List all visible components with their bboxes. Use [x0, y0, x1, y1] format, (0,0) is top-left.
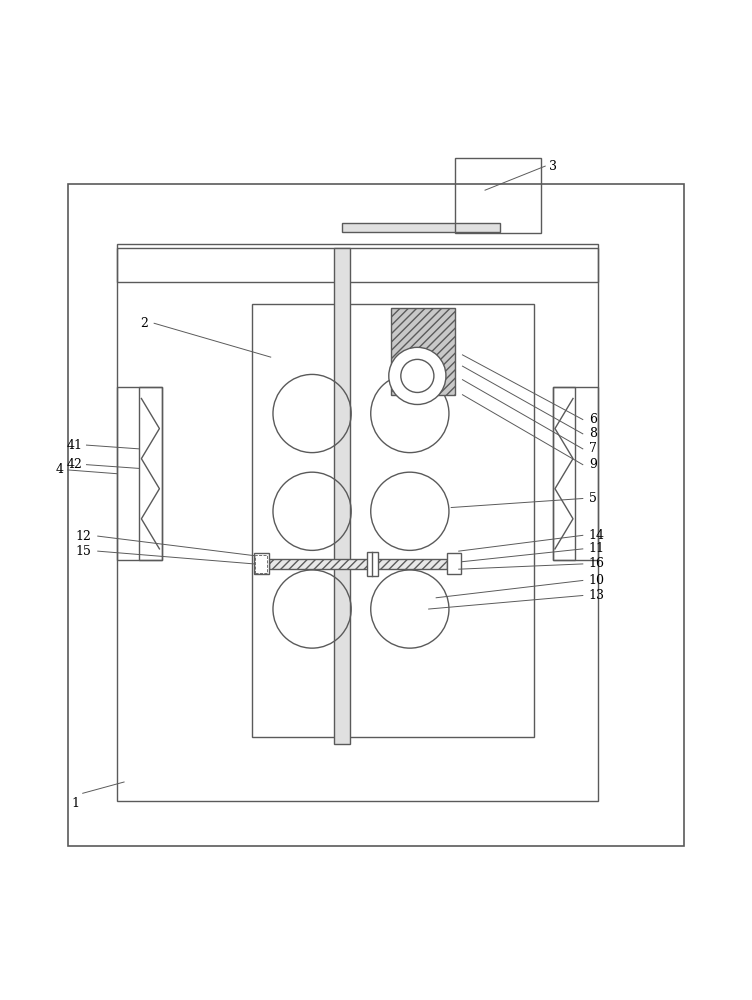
Bar: [117, 244, 598, 801]
Text: 4: 4: [56, 463, 64, 476]
Text: 7: 7: [589, 442, 596, 455]
Text: 9: 9: [589, 458, 596, 471]
Text: 14: 14: [589, 529, 605, 542]
Text: 3: 3: [549, 160, 557, 173]
Text: 15: 15: [76, 545, 92, 558]
Bar: [334, 248, 350, 744]
Bar: [367, 552, 378, 576]
Bar: [117, 248, 598, 282]
Bar: [139, 387, 162, 560]
Bar: [455, 158, 541, 233]
Bar: [391, 308, 455, 395]
Bar: [255, 555, 267, 573]
Text: 10: 10: [589, 574, 605, 587]
Text: 2: 2: [141, 317, 148, 330]
Circle shape: [389, 347, 446, 404]
Text: 11: 11: [589, 542, 605, 555]
Bar: [252, 304, 534, 737]
Text: 12: 12: [76, 530, 92, 543]
Bar: [553, 387, 598, 560]
Bar: [117, 387, 162, 560]
Text: 13: 13: [589, 589, 605, 602]
Bar: [254, 553, 269, 574]
Text: 5: 5: [589, 492, 596, 505]
Text: 6: 6: [589, 413, 597, 426]
Bar: [447, 553, 461, 574]
Text: 8: 8: [589, 427, 597, 440]
Text: 1: 1: [71, 797, 79, 810]
Bar: [342, 223, 500, 232]
Text: 41: 41: [67, 439, 83, 452]
Text: 42: 42: [67, 458, 83, 471]
Bar: [553, 387, 575, 560]
Text: 16: 16: [589, 557, 605, 570]
Bar: [269, 559, 447, 569]
Bar: [68, 184, 684, 846]
